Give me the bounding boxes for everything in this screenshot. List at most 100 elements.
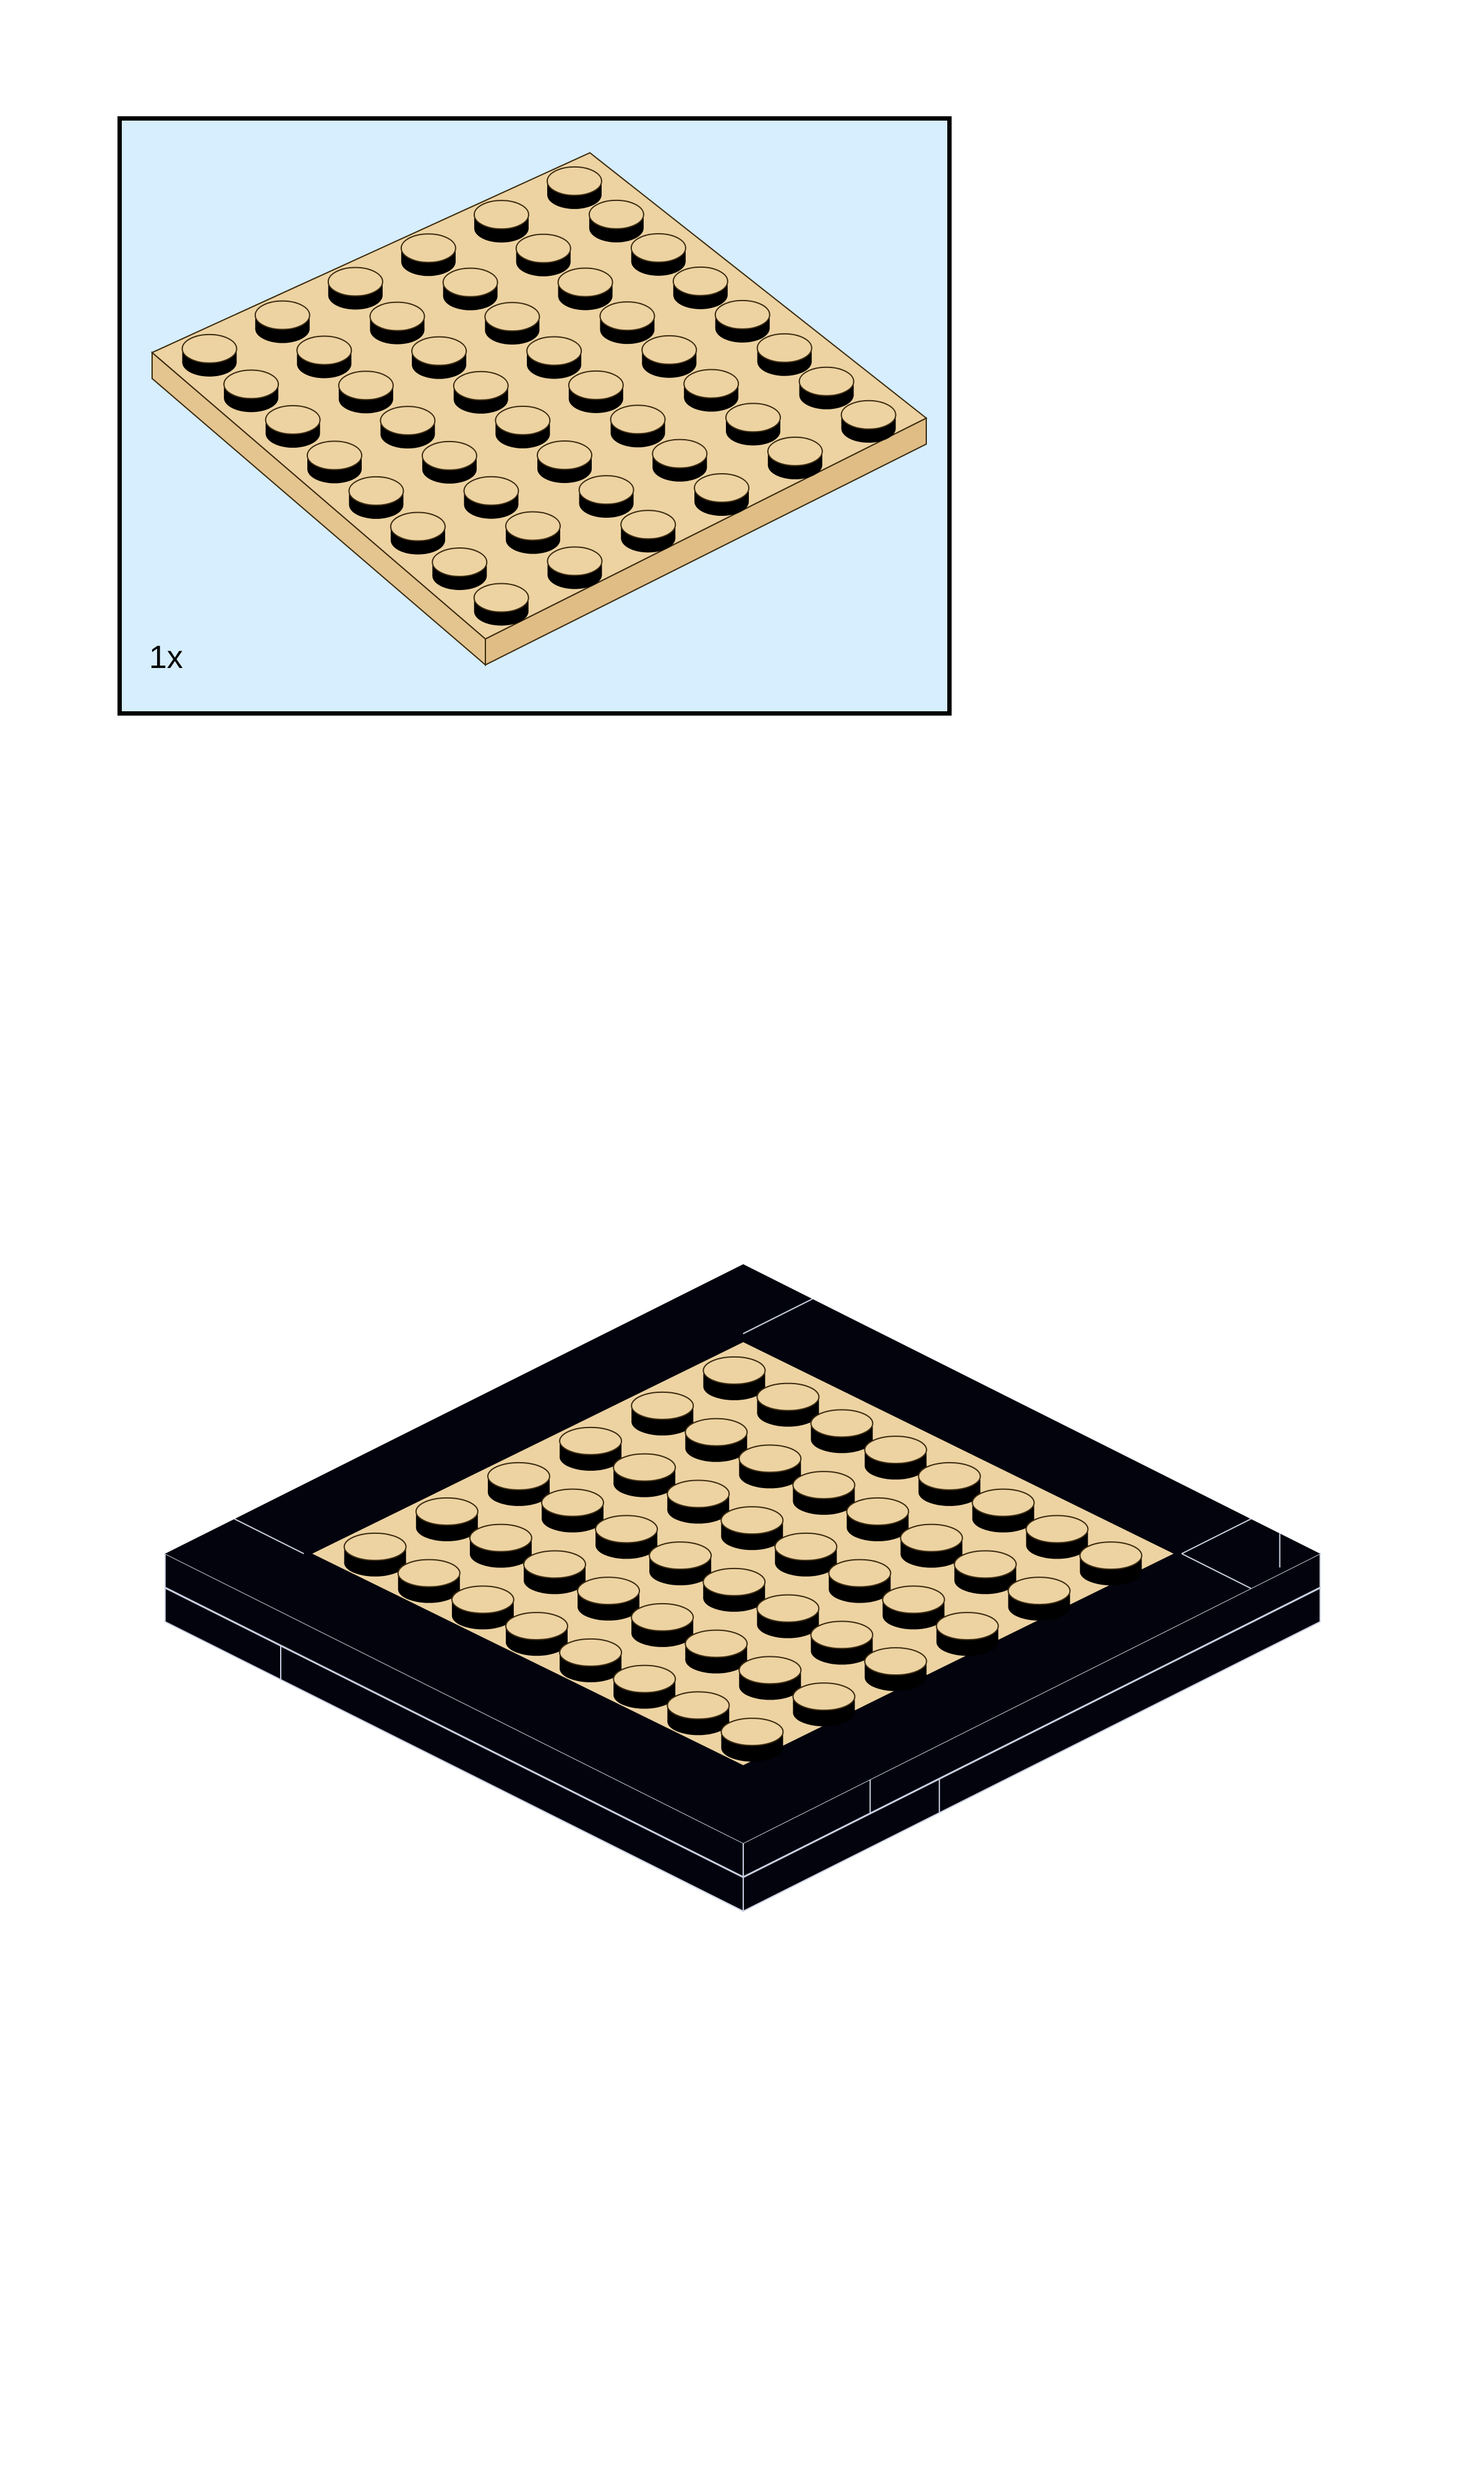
model-stud-1-top [756,1382,820,1411]
model-stud-12-top [667,1479,730,1509]
part-stud-13-top [369,301,425,332]
model-stud-4-top [684,1418,748,1447]
part-stud-42-top [620,510,676,540]
model-stud-35-top [756,1594,820,1623]
model-stud-6-top [864,1436,927,1465]
model-stud-13-top [541,1488,605,1517]
part-stud-19-top [526,336,582,366]
model-stud-34-top [882,1585,945,1614]
part-stud-17-top [641,335,697,365]
model-stud-33-top [451,1585,514,1614]
model-stud-36-top [631,1603,694,1632]
model-stud-16-top [846,1497,910,1526]
model-stud-45-top [792,1682,856,1711]
part-stud-10-top [714,299,770,330]
part-stud-20-top [411,336,467,366]
model-stud-38-top [936,1612,999,1641]
part-stud-41-top [348,476,404,506]
part-stud-3-top [630,233,686,263]
part-stud-29-top [610,404,666,435]
part-stud-44-top [390,511,446,542]
part-stud-21-top [798,366,855,396]
part-stud-30-top [265,404,321,435]
model-stud-29-top [828,1559,892,1588]
part-stud-39-top [578,475,634,505]
part-stud-38-top [694,473,750,503]
part-stud-22-top [683,369,740,399]
part-stud-35-top [536,440,592,470]
part-stud-4-top [400,233,456,263]
model-stud-3-top [810,1409,874,1438]
model-stud-8-top [613,1453,676,1482]
model-stud-19-top [1025,1515,1089,1544]
model-stud-15-top [415,1497,479,1526]
part-stud-23-top [223,369,279,400]
frame-seam-1 [234,1518,304,1554]
part-stud-28-top [725,403,781,433]
model-stud-23-top [774,1532,838,1561]
model-stud-10-top [918,1462,981,1491]
part-stud-2-top [473,200,529,230]
model-stud-26-top [522,1550,586,1579]
model-stud-0-top [702,1356,766,1385]
model-stud-11-top [792,1471,856,1500]
part-stud-9-top [442,267,498,297]
parts-callout: 1x [117,116,952,716]
model-stud-40-top [684,1629,748,1658]
model-stud-41-top [559,1638,623,1667]
frame-seam-0 [743,1298,813,1335]
model-stud-24-top [649,1541,712,1570]
model-stud-25-top [1079,1541,1143,1570]
part-stud-46-top [432,547,488,577]
part-stud-40-top [463,476,519,506]
model-stud-17-top [720,1506,784,1535]
part-stud-7-top [327,267,383,297]
part-stud-8-top [557,267,613,297]
model-stud-46-top [667,1691,730,1720]
part-stud-16-top [181,333,237,364]
model-stud-30-top [702,1567,766,1596]
model-stud-31-top [577,1577,641,1606]
part-stud-36-top [306,440,362,471]
model-stud-21-top [900,1523,963,1552]
part-stud-43-top [505,511,561,541]
model-stud-47-top [720,1718,784,1747]
model-stud-32-top [1007,1577,1071,1606]
model-stud-39-top [810,1620,874,1650]
frame-seam-3 [1181,1553,1252,1590]
part-stud-0-top [546,166,602,196]
part-stud-27-top [840,400,897,430]
part-stud-5-top [515,233,571,263]
tan-plate-6x8-icon [151,152,927,667]
model-stud-7-top [738,1444,802,1473]
model-stud-27-top [953,1550,1017,1579]
part-stud-14-top [484,302,540,332]
part-stud-32-top [380,406,436,436]
model-stud-5-top [559,1426,623,1455]
part-stud-1-top [588,199,644,229]
model-stud-22-top [343,1532,407,1561]
part-stud-31-top [495,405,551,435]
part-stud-47-top [473,583,529,613]
layer-seam [164,1586,1321,1878]
part-stud-11-top [254,300,310,330]
part-quantity: 1x [149,640,183,675]
model-stud-20-top [469,1523,532,1552]
part-stud-15-top [756,333,812,363]
model-stud-44-top [613,1664,676,1693]
part-stud-37-top [421,440,477,471]
model-stud-43-top [738,1656,802,1685]
model-stud-14-top [971,1488,1035,1517]
part-stud-6-top [672,266,728,296]
part-stud-26-top [453,370,509,401]
model-stud-42-top [864,1647,927,1676]
part-stud-18-top [296,335,352,366]
model-stud-28-top [397,1559,461,1588]
model-stud-9-top [487,1462,550,1491]
part-stud-12-top [599,301,655,332]
part-stud-45-top [547,546,603,576]
part-stud-25-top [338,370,394,401]
frame-seam-2 [1181,1518,1252,1554]
model-stud-18-top [595,1515,659,1544]
